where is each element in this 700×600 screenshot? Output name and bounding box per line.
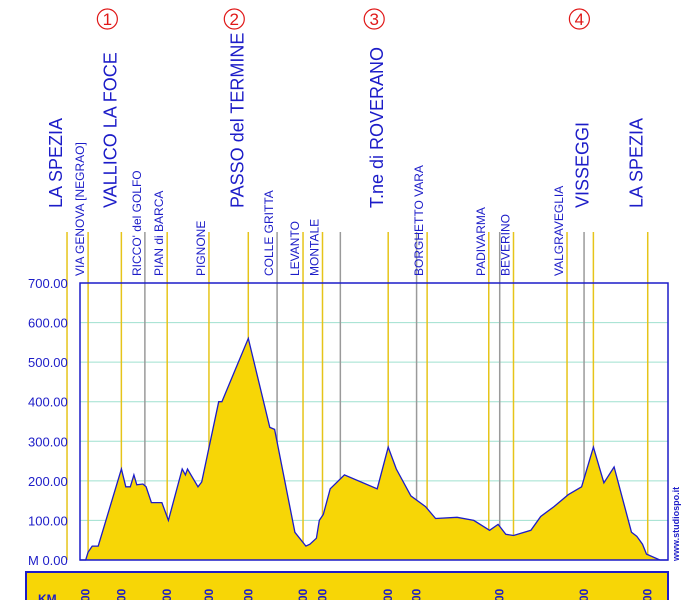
y-tick-label: 400.00	[28, 395, 68, 410]
place-label: PIAN di BARCA	[152, 191, 166, 276]
stage-number-circle	[568, 8, 590, 30]
km-tick-label: 0.00	[114, 588, 128, 600]
place-label: LA SPEZIA	[627, 118, 647, 208]
km-tick-label: 0.00	[493, 588, 507, 600]
credit-text: www.studiospo.it	[671, 487, 681, 562]
plot-frame	[79, 282, 669, 561]
place-label: COLLE GRITTA	[262, 190, 276, 276]
stage-number: 2	[230, 10, 239, 29]
plot-border	[79, 282, 669, 561]
y-axis-ticks: M 0.00 100.00 200.00 300.00 400.00 500.00 600.…	[28, 276, 68, 568]
elevation-area	[80, 338, 668, 560]
y-tick-label: 700.00	[28, 276, 68, 291]
place-label: VALLICO LA FOCE	[100, 52, 120, 208]
place-label: VALGRAVEGLIA	[552, 186, 566, 276]
place-label: MONTALE	[307, 219, 321, 276]
km-tick-label: 0.00	[202, 588, 216, 600]
place-labels: LA SPEZIA VIA GENOVA [NEGRAO] VALLICO LA F…	[46, 8, 647, 276]
y-tick-label: 600.00	[28, 316, 68, 331]
km-tick-label: 0.00	[296, 588, 310, 600]
place-label: VISSEGGI	[572, 122, 592, 208]
y-tick-label: M 0.00	[28, 553, 68, 568]
stage-number-circle	[223, 8, 245, 30]
km-tick-label: 0.00	[577, 588, 591, 600]
place-label: PIGNONE	[194, 221, 208, 276]
km-tick-label: 0.00	[641, 588, 655, 600]
km-band: KM 0.00 0.00 0.00 0.00 0.00 0.00 0.00 0.00 0.00 0.…	[25, 571, 669, 600]
place-label: RICCO' del GOLFO	[130, 170, 144, 276]
km-label: KM	[38, 592, 57, 600]
km-tick-label: 0.00	[410, 588, 424, 600]
place-label: PADIVARMA	[474, 207, 488, 276]
y-tick-label: 100.00	[28, 513, 68, 528]
km-band-box	[25, 571, 669, 600]
elevation-profile	[80, 336, 668, 561]
y-tick-label: 200.00	[28, 474, 68, 489]
km-tick-label: 0.00	[241, 588, 255, 600]
elevation-line	[80, 336, 668, 561]
y-tick-label: 300.00	[28, 434, 68, 449]
stage-number: 1	[103, 10, 112, 29]
km-tick-label: 0.00	[381, 588, 395, 600]
place-label: LEVANTO	[288, 221, 302, 276]
place-label: PASSO del TERMINE	[227, 33, 247, 208]
stage-number: 3	[369, 10, 378, 29]
place-label: LA SPEZIA	[46, 118, 66, 208]
y-tick-label: 500.00	[28, 355, 68, 370]
place-label: BEVERINO	[498, 214, 512, 276]
km-tick-label: 0.00	[79, 588, 93, 600]
km-tick-label: 0.00	[160, 588, 174, 600]
stage-number: 4	[575, 10, 584, 29]
stage-number-circle	[96, 8, 118, 30]
km-tick-label: 0.00	[315, 588, 329, 600]
place-label: VIA GENOVA [NEGRAO]	[73, 142, 87, 276]
place-label: T.ne di ROVERANO	[367, 47, 387, 208]
stage-number-circle	[363, 8, 385, 30]
place-label: BORGHETTO VARA	[412, 165, 426, 276]
